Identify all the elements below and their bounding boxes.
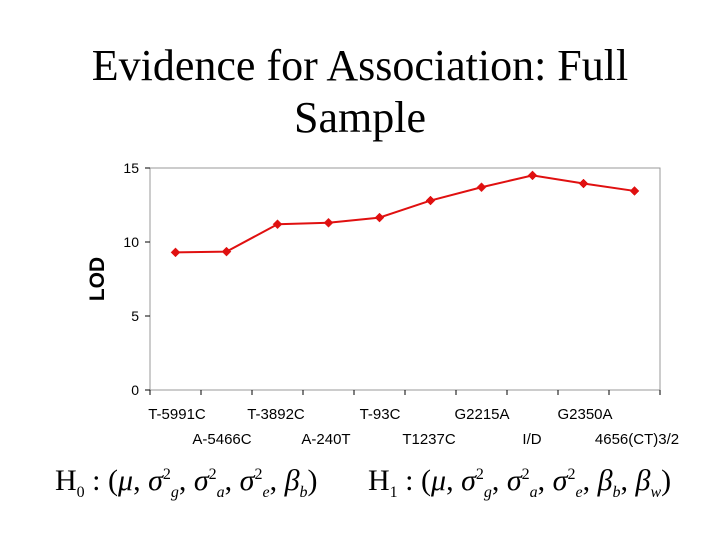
x-tick-label: A-240T xyxy=(301,431,350,448)
x-tick-label: G2215A xyxy=(454,406,509,423)
y-tick-label: 5 xyxy=(131,308,139,324)
data-point-marker xyxy=(425,195,436,206)
x-tick-label: G2350A xyxy=(557,406,612,423)
x-tick-labels: T-5991C T-3892C T-93C G2215A G2350A A-5466C A-… xyxy=(148,406,679,448)
series-group xyxy=(170,170,640,258)
data-point-marker xyxy=(527,170,538,181)
x-tick-label: I/D xyxy=(522,431,541,448)
data-point-marker xyxy=(476,182,487,193)
data-point-marker xyxy=(629,186,640,196)
alternative-hypothesis: H1 : (μ, σ2g, σ2a, σ2e, βb, βw) xyxy=(368,464,672,501)
slide-title: Evidence for Association: Full Sample xyxy=(0,40,720,144)
null-hypothesis: H0 : (μ, σ2g, σ2a, σ2e, βb) xyxy=(55,464,318,501)
data-point-marker xyxy=(323,217,334,228)
plot-area xyxy=(149,167,661,391)
y-axis-label: LOD xyxy=(86,257,109,301)
x-tick-label: T-93C xyxy=(360,406,401,423)
x-tick-label: T-3892C xyxy=(247,406,305,423)
data-point-marker xyxy=(221,246,232,257)
title-line-1: Evidence for Association: Full xyxy=(91,41,629,90)
data-point-marker xyxy=(272,219,283,230)
data-point-marker xyxy=(374,212,385,223)
data-point-marker xyxy=(578,178,589,189)
x-tick-label: T-5991C xyxy=(148,406,206,423)
title-line-2: Sample xyxy=(294,93,426,142)
y-tick-label: 10 xyxy=(123,234,139,250)
x-tick-label: A-5466C xyxy=(192,431,251,448)
x-tick-label: 4656(CT)3/2 xyxy=(595,431,679,448)
series-line xyxy=(175,174,635,254)
data-point-marker xyxy=(170,247,181,258)
x-axis xyxy=(149,390,661,395)
x-tick-label: T1237C xyxy=(402,431,456,448)
y-tick-label: 15 xyxy=(123,160,139,176)
y-axis: 0 5 10 15 xyxy=(123,160,150,398)
y-tick-label: 0 xyxy=(131,382,139,398)
